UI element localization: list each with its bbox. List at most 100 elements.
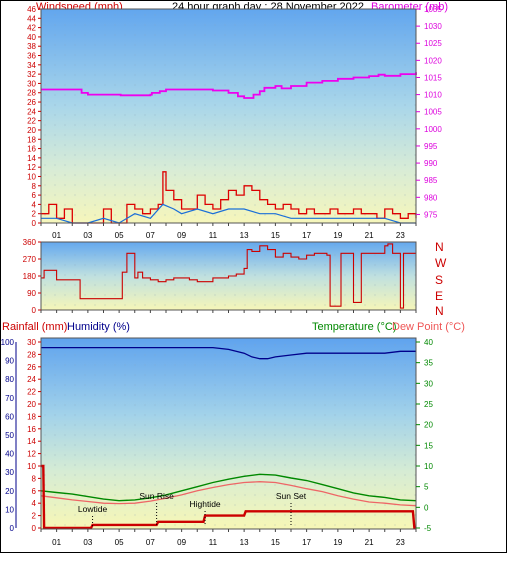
temp-xtick-label: 15 [271,538,280,547]
rain-ytick-label: 12 [27,450,36,459]
baro-ytick-label: 1010 [424,91,442,100]
humidity-ytick-label: 60 [5,412,14,421]
temperature-ytick-label: 35 [424,359,433,368]
temp-xtick-label: 21 [365,538,374,547]
humidity-ytick-label: 70 [5,394,14,403]
humidity-ytick-label: 0 [10,524,15,533]
baro-ytick-label: 1035 [424,5,442,14]
wind-xtick-label: 03 [83,231,92,240]
wind-xtick-label: 11 [209,231,218,240]
wind-ytick-label: 20 [27,126,36,135]
rain-ytick-label: 6 [32,487,37,496]
humidity-ytick-label: 30 [5,468,14,477]
temp-xtick-label: 01 [52,538,61,547]
wind-xtick-label: 23 [396,231,405,240]
annotation-label: Sun Rise [139,491,174,501]
temperature-axis-title: Temperature (°C) [312,321,396,333]
humidity-ytick-label: 10 [5,505,14,514]
rain-ytick-label: 28 [27,350,36,359]
wind-xtick-label: 07 [146,231,155,240]
rain-ytick-label: 2 [32,512,37,521]
humidity-ytick-label: 100 [1,338,15,347]
rain-ytick-label: 18 [27,412,36,421]
baro-ytick-label: 985 [424,176,438,185]
direction-letter-n-bottom: N [435,304,444,318]
baro-ytick-label: 980 [424,193,438,202]
temp-xtick-label: 09 [177,538,186,547]
rain-ytick-label: 20 [27,400,36,409]
wind-ytick-label: 38 [27,42,36,51]
baro-ytick-label: 995 [424,142,438,151]
wind-ytick-label: 18 [27,135,36,144]
wind-xtick-label: 09 [177,231,186,240]
temp-xtick-label: 05 [115,538,124,547]
temperature-ytick-label: 0 [424,503,429,512]
wind-ytick-label: 6 [32,191,37,200]
temperature-ytick-label: 25 [424,400,433,409]
baro-ytick-label: 990 [424,159,438,168]
wind-ytick-label: 42 [27,24,36,33]
temp-xtick-label: 11 [209,538,218,547]
wind-ytick-label: 28 [27,89,36,98]
wind-direction-line [41,243,416,309]
temperature-ytick-label: 5 [424,483,429,492]
barometer-line [41,72,417,99]
temperature-line [40,473,417,502]
wind-ytick-label: 8 [32,182,37,191]
direction-letter-e: E [435,289,443,303]
baro-ytick-label: 1020 [424,56,442,65]
temp-xtick-label: 03 [83,538,92,547]
humidity-line [41,346,416,360]
wind-ytick-label: 26 [27,98,36,107]
wind-ytick-label: 46 [27,5,36,14]
direction-letter-n-top: N [435,240,444,254]
wind-ytick-label: 44 [27,14,36,23]
wind-xtick-label: 21 [365,231,374,240]
wind-ytick-label: 32 [27,70,36,79]
humidity-ytick-label: 50 [5,431,14,440]
temperature-ytick-label: 15 [424,441,433,450]
wind-ytick-label: 14 [27,154,36,163]
rain-ytick-label: 26 [27,363,36,372]
temperature-ytick-label: 40 [424,338,433,347]
temp-xtick-label: 17 [302,538,311,547]
humidity-ytick-label: 90 [5,357,14,366]
rain-ytick-label: 4 [32,499,37,508]
wind-ytick-label: 22 [27,117,36,126]
wind-xtick-label: 15 [271,231,280,240]
baro-ytick-label: 1005 [424,108,442,117]
direction-ytick-label: 0 [32,306,37,315]
annotation-label: Sun Set [276,491,307,501]
rain-ytick-label: 16 [27,425,36,434]
temp-xtick-label: 23 [396,538,405,547]
direction-ytick-label: 360 [23,238,37,247]
wind-ytick-label: 10 [27,172,36,181]
direction-ytick-label: 180 [23,272,37,281]
humidity-ytick-label: 80 [5,375,14,384]
wind-ytick-label: 4 [32,200,37,209]
humidity-ytick-label: 40 [5,450,14,459]
wind-ytick-label: 12 [27,163,36,172]
rainfall-axis-title: Rainfall (mm) [2,321,67,333]
temp-xtick-label: 13 [240,538,249,547]
wind-xtick-label: 05 [115,231,124,240]
baro-ytick-label: 1030 [424,22,442,31]
annotation-label: Hightide [189,499,220,509]
wind-ytick-label: 36 [27,52,36,61]
annotation-label: Lowtide [78,504,108,514]
wind-direction-chart [40,241,417,311]
wind-ytick-label: 40 [27,33,36,42]
baro-ytick-label: 975 [424,210,438,219]
windspeed-avg-line [41,203,416,224]
temperature-ytick-label: 30 [424,379,433,388]
baro-ytick-label: 1025 [424,39,442,48]
baro-ytick-label: 1015 [424,73,442,82]
humidity-axis-title: Humidity (%) [67,321,130,333]
temp-xtick-label: 19 [333,538,342,547]
temp-xtick-label: 07 [146,538,155,547]
dewpoint-axis-title: Dew Point (°C) [392,321,465,333]
rain-ytick-label: 22 [27,388,36,397]
rain-ytick-label: 10 [27,462,36,471]
wind-xtick-label: 19 [333,231,342,240]
humidity-temperature-chart: Lowtide Sun Rise Hightide Sun Set [40,337,417,530]
